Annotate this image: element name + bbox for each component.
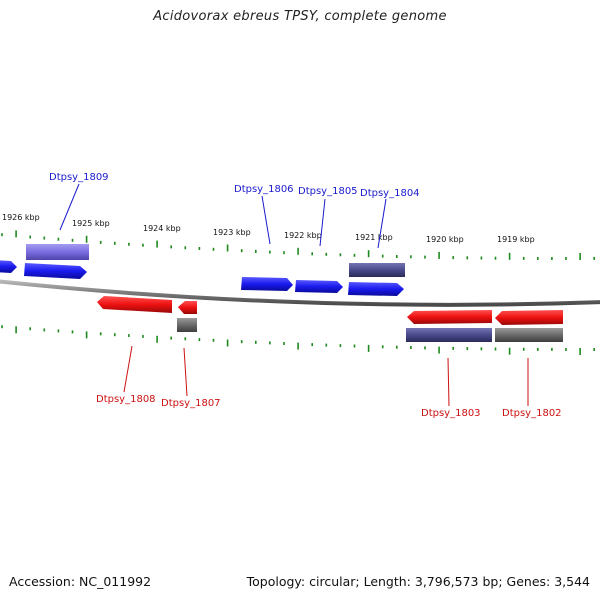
page-title: Acidovorax ebreus TPSY, complete genome xyxy=(153,9,447,24)
gene-arrow-reverse[interactable] xyxy=(495,310,563,325)
gene-label-dtpsy-1802[interactable]: Dtpsy_1802 xyxy=(502,408,562,419)
scale-label: 1922 kbp xyxy=(284,231,322,240)
cds-block[interactable] xyxy=(349,263,405,277)
gene-label-dtpsy-1809[interactable]: Dtpsy_1809 xyxy=(49,172,109,183)
scale-label: 1923 kbp xyxy=(213,228,251,237)
gene-arrow-reverse[interactable] xyxy=(178,301,197,314)
gene-arrow-forward[interactable] xyxy=(0,260,17,273)
gene-label-dtpsy-1808[interactable]: Dtpsy_1808 xyxy=(96,394,156,405)
scale-label: 1920 kbp xyxy=(426,235,464,244)
gene-arrow-forward[interactable] xyxy=(295,280,343,293)
gene-label-dtpsy-1806[interactable]: Dtpsy_1806 xyxy=(234,184,294,195)
gene-arrow-forward[interactable] xyxy=(24,263,87,279)
gene-arrow-forward[interactable] xyxy=(241,277,293,291)
cds-block[interactable] xyxy=(406,328,492,342)
reverse-features xyxy=(97,296,563,342)
pseudo-block[interactable] xyxy=(177,318,197,332)
gene-arrow-reverse[interactable] xyxy=(407,310,492,324)
cds-block[interactable] xyxy=(26,244,89,260)
scale-ticks-inner xyxy=(1,325,596,355)
scale-label: 1926 kbp xyxy=(2,213,40,222)
accession-label: Accession: NC_011992 xyxy=(9,574,152,589)
scale-label: 1924 kbp xyxy=(143,224,181,233)
pseudo-block[interactable] xyxy=(495,328,563,342)
gene-arrow-forward[interactable] xyxy=(348,282,404,296)
genome-backbone xyxy=(0,279,600,307)
genome-summary: Topology: circular; Length: 3,796,573 bp… xyxy=(246,574,590,589)
scale-label: 1925 kbp xyxy=(72,219,110,228)
scale-label: 1921 kbp xyxy=(355,233,393,242)
scale-label: 1919 kbp xyxy=(497,235,535,244)
gene-arrow-reverse[interactable] xyxy=(97,296,172,313)
gene-label-dtpsy-1804[interactable]: Dtpsy_1804 xyxy=(360,188,420,199)
gene-label-dtpsy-1805[interactable]: Dtpsy_1805 xyxy=(298,186,358,197)
gene-labels: Dtpsy_1809 Dtpsy_1806 Dtpsy_1805 Dtpsy_1… xyxy=(49,172,562,419)
scale-ticks-outer xyxy=(1,230,596,260)
gene-label-dtpsy-1807[interactable]: Dtpsy_1807 xyxy=(161,398,221,409)
forward-features xyxy=(0,244,405,296)
scale-labels: 1926 kbp 1925 kbp 1924 kbp 1923 kbp 1922… xyxy=(2,213,535,244)
label-leaders xyxy=(59,183,529,407)
gene-label-dtpsy-1803[interactable]: Dtpsy_1803 xyxy=(421,408,481,419)
